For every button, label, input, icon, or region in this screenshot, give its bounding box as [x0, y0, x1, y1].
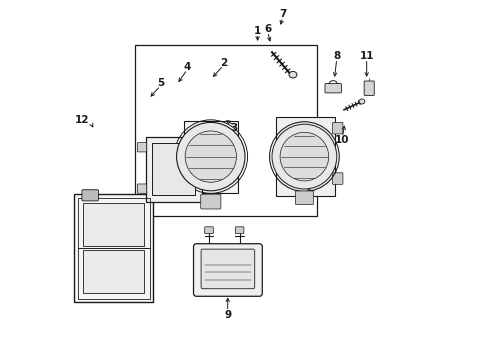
Ellipse shape — [185, 131, 237, 182]
Ellipse shape — [280, 132, 329, 181]
Text: 12: 12 — [75, 114, 90, 125]
Ellipse shape — [289, 71, 297, 78]
Text: 10: 10 — [335, 135, 349, 145]
Bar — [83, 250, 144, 293]
Text: 3: 3 — [231, 123, 238, 133]
Bar — [146, 137, 202, 202]
Text: 5: 5 — [157, 78, 164, 88]
FancyBboxPatch shape — [194, 244, 262, 296]
Text: 7: 7 — [279, 9, 287, 19]
Text: 11: 11 — [360, 51, 374, 61]
Bar — [152, 143, 196, 195]
Bar — [83, 203, 144, 246]
Text: 2: 2 — [220, 58, 227, 68]
Text: 6: 6 — [264, 24, 271, 34]
Text: 9: 9 — [224, 310, 231, 320]
Bar — [77, 198, 149, 299]
FancyBboxPatch shape — [235, 227, 244, 234]
Text: 8: 8 — [333, 51, 341, 61]
FancyBboxPatch shape — [205, 227, 213, 234]
Ellipse shape — [359, 99, 365, 104]
FancyBboxPatch shape — [325, 84, 342, 93]
Bar — [275, 117, 335, 196]
FancyBboxPatch shape — [333, 122, 343, 134]
Text: 1: 1 — [312, 166, 319, 176]
FancyBboxPatch shape — [137, 143, 147, 152]
FancyBboxPatch shape — [201, 194, 221, 209]
Ellipse shape — [272, 124, 337, 189]
FancyBboxPatch shape — [364, 81, 374, 95]
Bar — [74, 194, 153, 302]
Ellipse shape — [176, 122, 245, 191]
Bar — [184, 121, 238, 193]
Text: 4: 4 — [184, 62, 191, 72]
Bar — [135, 45, 317, 216]
FancyBboxPatch shape — [333, 173, 343, 184]
FancyBboxPatch shape — [201, 249, 255, 289]
FancyBboxPatch shape — [82, 190, 98, 201]
FancyBboxPatch shape — [137, 184, 147, 193]
FancyBboxPatch shape — [295, 191, 314, 204]
Text: 1: 1 — [254, 26, 261, 36]
